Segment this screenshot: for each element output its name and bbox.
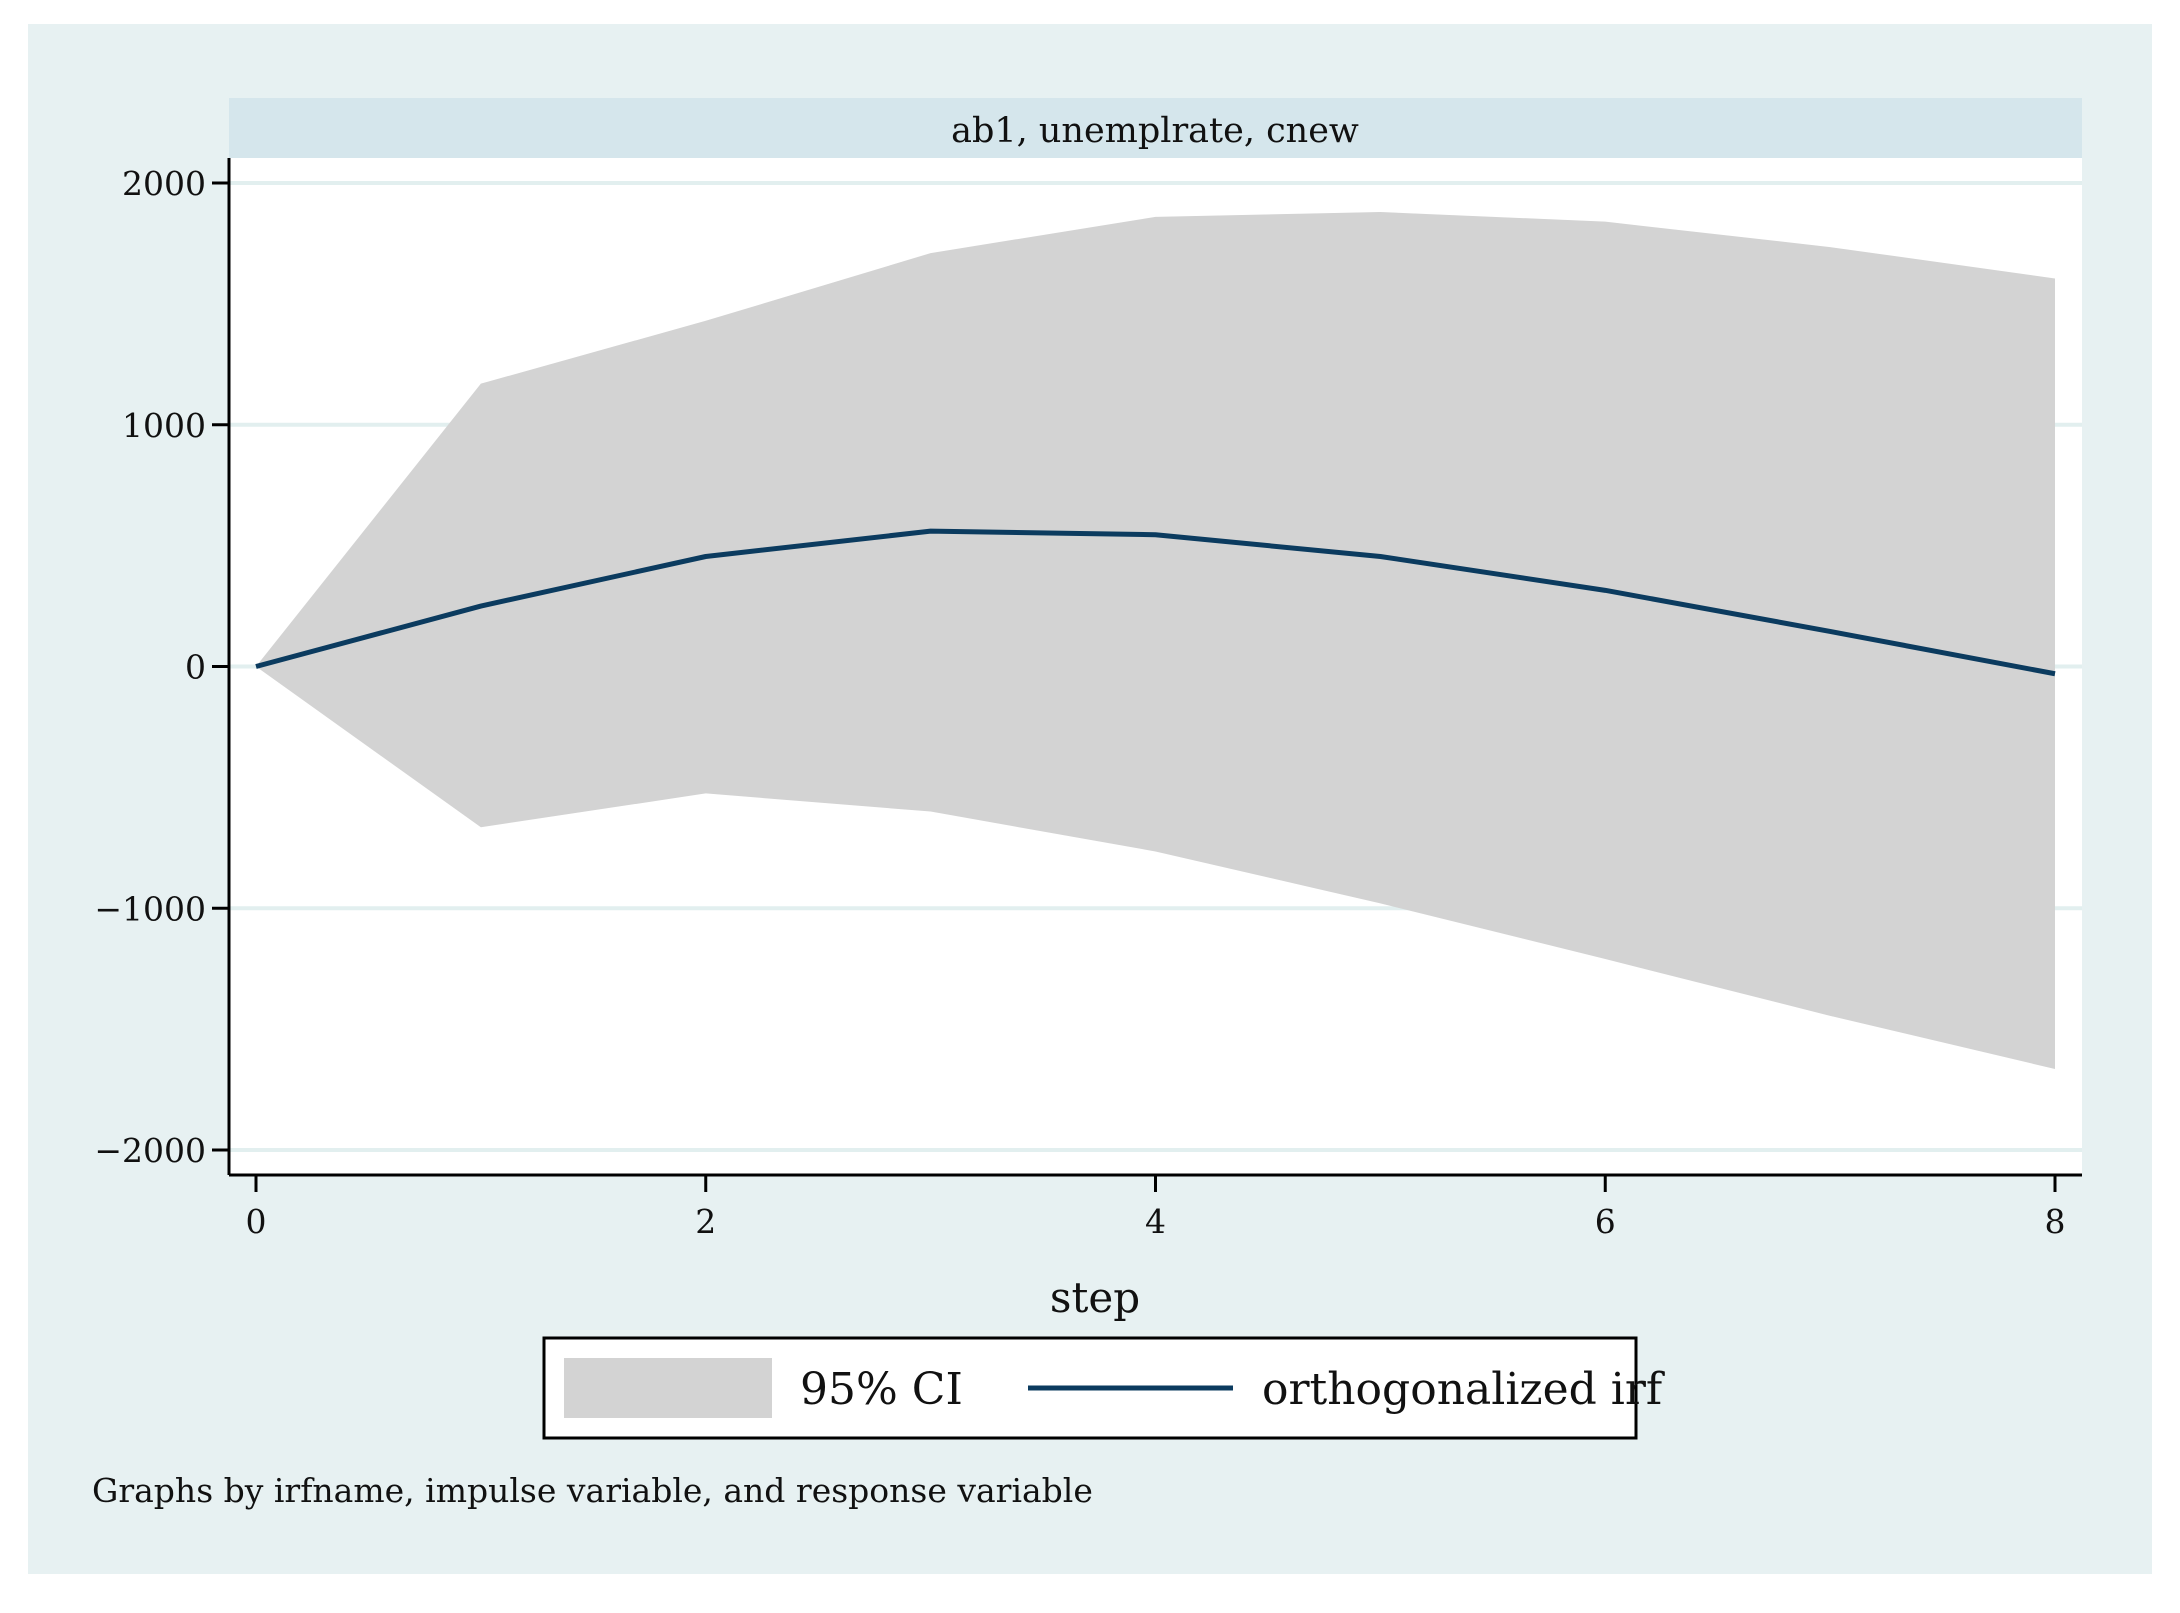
ci-band xyxy=(256,212,2055,1070)
y-tick-label: −2000 xyxy=(94,1131,206,1170)
y-tick-label: −1000 xyxy=(94,889,206,928)
y-tick-label: 1000 xyxy=(122,406,206,445)
x-tick-label: 6 xyxy=(1595,1202,1616,1241)
x-axis-title: step xyxy=(1050,1273,1140,1322)
axes-layer: −2000 −1000 0 1000 2000 0 2 4 6 8 xyxy=(94,158,2082,1241)
legend: 95% CI orthogonalized irf xyxy=(542,1336,1665,1440)
panel-header xyxy=(229,98,2082,158)
x-tick-label: 4 xyxy=(1145,1202,1166,1241)
x-tick-label: 2 xyxy=(695,1202,716,1241)
x-tick-label: 0 xyxy=(246,1202,267,1241)
y-tick-label: 2000 xyxy=(122,164,206,203)
legend-label-ci: 95% CI xyxy=(800,1364,963,1415)
legend-swatch-ci xyxy=(564,1358,772,1418)
y-tick-label: 0 xyxy=(185,648,206,687)
chart-note: Graphs by irfname, impulse variable, and… xyxy=(92,1471,1093,1510)
irf-line xyxy=(255,528,2056,677)
legend-label-irf: orthogonalized irf xyxy=(1262,1364,1665,1415)
series-layer xyxy=(255,212,2056,1070)
x-tick-label: 8 xyxy=(2045,1202,2066,1241)
panel-title: ab1, unemplrate, cnew xyxy=(951,111,1359,151)
